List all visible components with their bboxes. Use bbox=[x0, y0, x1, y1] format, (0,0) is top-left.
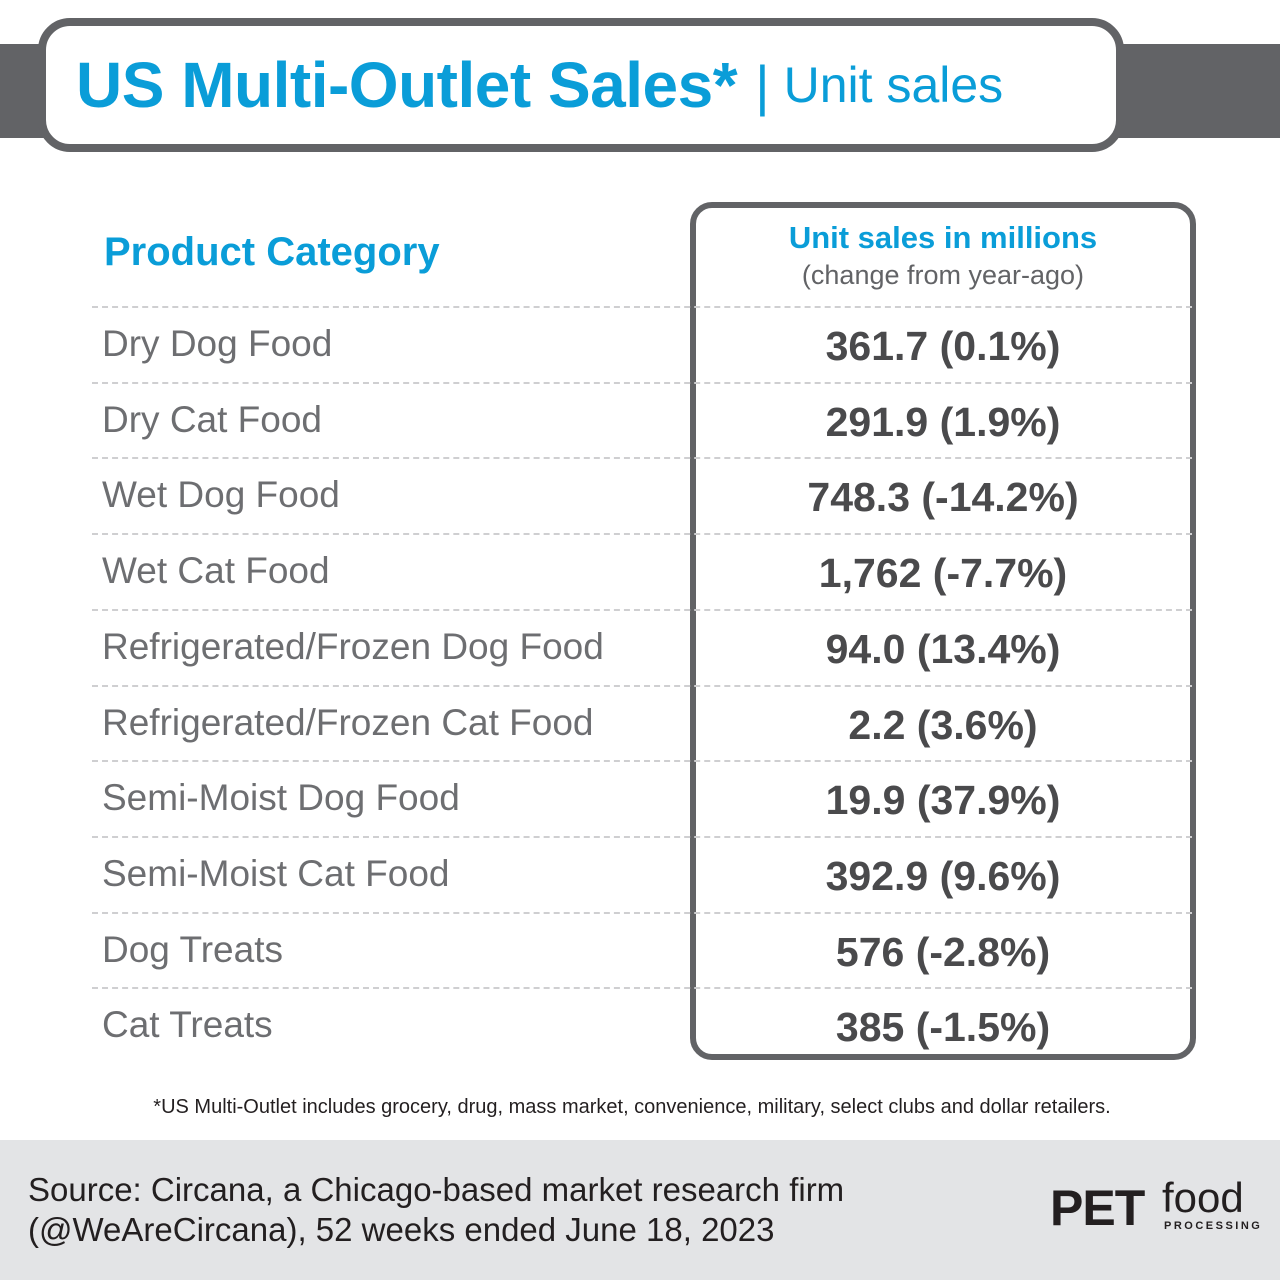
unit-sales-value: 291.9 (1.9%) bbox=[825, 399, 1061, 445]
table-row: Semi-Moist Cat Food 392.9 (9.6%) bbox=[92, 836, 1192, 912]
value-column-header-title: Unit sales in millions bbox=[788, 220, 1098, 255]
page-subtitle: Unit sales bbox=[783, 57, 1004, 113]
unit-sales-value: 385 (-1.5%) bbox=[835, 1004, 1051, 1050]
unit-sales-value: 2.2 (3.6%) bbox=[848, 702, 1038, 748]
table-row: Refrigerated/Frozen Cat Food 2.2 (3.6%) bbox=[92, 685, 1192, 761]
value-column-header: Unit sales in millions (change from year… bbox=[696, 220, 1190, 291]
category-name: Refrigerated/Frozen Dog Food bbox=[102, 626, 604, 667]
table-row: Semi-Moist Dog Food 19.9 (37.9%) bbox=[92, 760, 1192, 836]
logo-processing-text: PROCESSING bbox=[1164, 1220, 1263, 1232]
table-row: Dry Dog Food 361.7 (0.1%) bbox=[92, 306, 1192, 382]
unit-sales-value: 748.3 (-14.2%) bbox=[807, 474, 1079, 520]
category-name: Cat Treats bbox=[102, 1004, 273, 1045]
source-band: Source: Circana, a Chicago-based market … bbox=[0, 1140, 1280, 1280]
unit-sales-value: 94.0 (13.4%) bbox=[825, 626, 1061, 672]
table-row: Cat Treats 385 (-1.5%) bbox=[92, 987, 1192, 1063]
value-column-header-subtitle: (change from year-ago) bbox=[801, 260, 1085, 290]
unit-sales-value: 1,762 (-7.7%) bbox=[818, 550, 1068, 596]
value-column-frame bbox=[690, 202, 1196, 1060]
page-title: US Multi-Outlet Sales* bbox=[76, 49, 738, 121]
category-name: Wet Cat Food bbox=[102, 550, 330, 591]
pet-food-processing-logo: PET food PROCESSING bbox=[1050, 1176, 1263, 1240]
table-row: Dog Treats 576 (-2.8%) bbox=[92, 912, 1192, 988]
source-line-2: (@WeAreCircana), 52 weeks ended June 18,… bbox=[28, 1211, 775, 1248]
logo-food-text: food bbox=[1162, 1174, 1244, 1221]
source-text: Source: Circana, a Chicago-based market … bbox=[28, 1170, 844, 1250]
unit-sales-value: 576 (-2.8%) bbox=[835, 929, 1051, 975]
category-name: Semi-Moist Cat Food bbox=[102, 853, 450, 894]
category-name: Dry Dog Food bbox=[102, 323, 333, 364]
title-separator: | bbox=[755, 53, 770, 117]
category-column-header: Product Category bbox=[104, 230, 440, 274]
unit-sales-value: 392.9 (9.6%) bbox=[825, 853, 1061, 899]
source-line-1: Source: Circana, a Chicago-based market … bbox=[28, 1171, 845, 1208]
category-name: Refrigerated/Frozen Cat Food bbox=[102, 702, 594, 743]
logo-pet-text: PET bbox=[1050, 1180, 1145, 1236]
unit-sales-value: 361.7 (0.1%) bbox=[825, 323, 1061, 369]
title-box: US Multi-Outlet Sales* | Unit sales bbox=[38, 18, 1124, 152]
category-name: Semi-Moist Dog Food bbox=[102, 777, 460, 818]
unit-sales-value: 19.9 (37.9%) bbox=[825, 777, 1061, 823]
footnote: *US Multi-Outlet includes grocery, drug,… bbox=[153, 1096, 1111, 1118]
table-row: Refrigerated/Frozen Dog Food 94.0 (13.4%) bbox=[92, 609, 1192, 685]
table-row: Dry Cat Food 291.9 (1.9%) bbox=[92, 382, 1192, 458]
category-name: Dry Cat Food bbox=[102, 399, 323, 440]
category-name: Wet Dog Food bbox=[102, 474, 340, 515]
table-row: Wet Cat Food 1,762 (-7.7%) bbox=[92, 533, 1192, 609]
table-row: Wet Dog Food 748.3 (-14.2%) bbox=[92, 457, 1192, 533]
category-name: Dog Treats bbox=[102, 929, 283, 970]
